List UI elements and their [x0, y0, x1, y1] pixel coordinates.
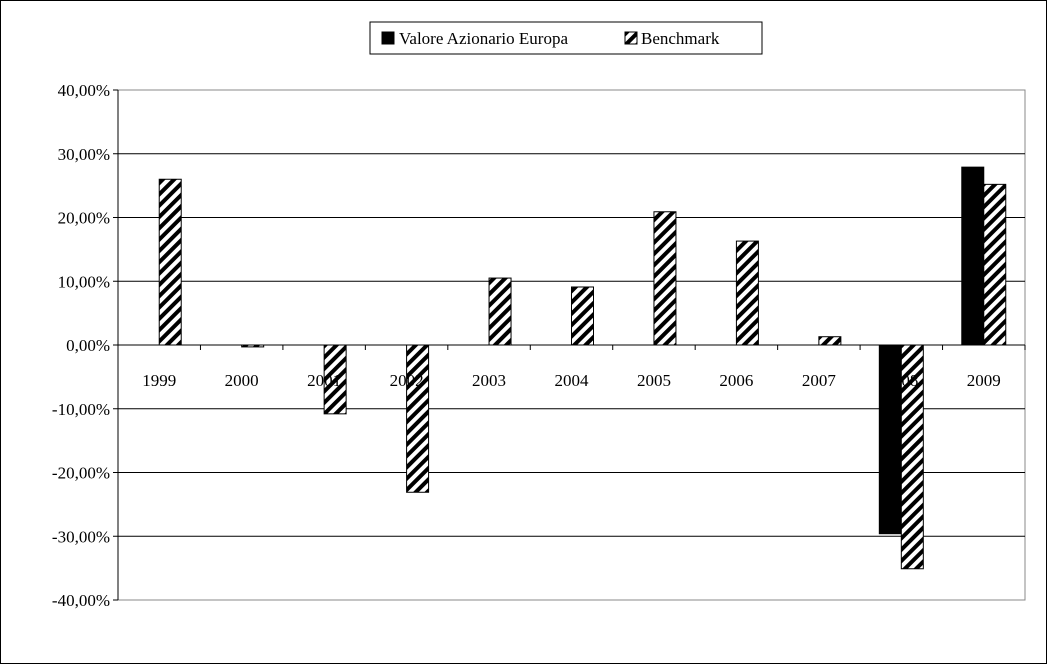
- y-tick-label: -30,00%: [52, 527, 110, 546]
- x-tick-label: 2001: [307, 371, 341, 390]
- y-tick-label: 10,00%: [58, 272, 110, 291]
- plot-area: 40,00% 30,00% 20,00% 10,00% 0,00% -10,00% -20,…: [52, 81, 1026, 610]
- legend-label-benchmark: Benchmark: [641, 29, 720, 48]
- y-tick-label: -10,00%: [52, 400, 110, 419]
- legend-box: [369, 21, 763, 55]
- bar-benchmark: [158, 178, 182, 346]
- y-tick-label: 30,00%: [58, 145, 110, 164]
- x-tick-label: 1999: [142, 371, 176, 390]
- x-tick-label: 2002: [390, 371, 424, 390]
- bar-benchmark: [983, 183, 1007, 346]
- x-tick-label: 2007: [802, 371, 837, 390]
- bar-benchmark: [818, 336, 842, 346]
- legend-swatch-fund: [381, 31, 395, 45]
- x-tick-label: 2006: [719, 371, 753, 390]
- bar-fund: [961, 166, 985, 346]
- y-tick-label: 20,00%: [58, 209, 110, 228]
- x-tick-label: 2008: [884, 371, 918, 390]
- bar-benchmark: [571, 286, 594, 346]
- x-tick-label: 2005: [637, 371, 671, 390]
- x-tick-label: 2004: [555, 371, 590, 390]
- x-tick-label: 2009: [967, 371, 1001, 390]
- x-tick-label: 2003: [472, 371, 506, 390]
- x-tick-label: 2000: [225, 371, 259, 390]
- legend: Valore Azionario Europa Benchmark: [369, 21, 763, 55]
- y-tick-label: -40,00%: [52, 591, 110, 610]
- legend-swatch-benchmark: [624, 31, 638, 45]
- y-tick-label: -20,00%: [52, 464, 110, 483]
- y-tick-label: 0,00%: [66, 336, 110, 355]
- bar-benchmark: [653, 211, 677, 346]
- bar-benchmark: [735, 240, 759, 346]
- y-tick-label: 40,00%: [58, 81, 110, 100]
- bar-benchmark: [488, 277, 512, 346]
- legend-label-fund: Valore Azionario Europa: [399, 29, 568, 48]
- bar-benchmark: [406, 344, 430, 493]
